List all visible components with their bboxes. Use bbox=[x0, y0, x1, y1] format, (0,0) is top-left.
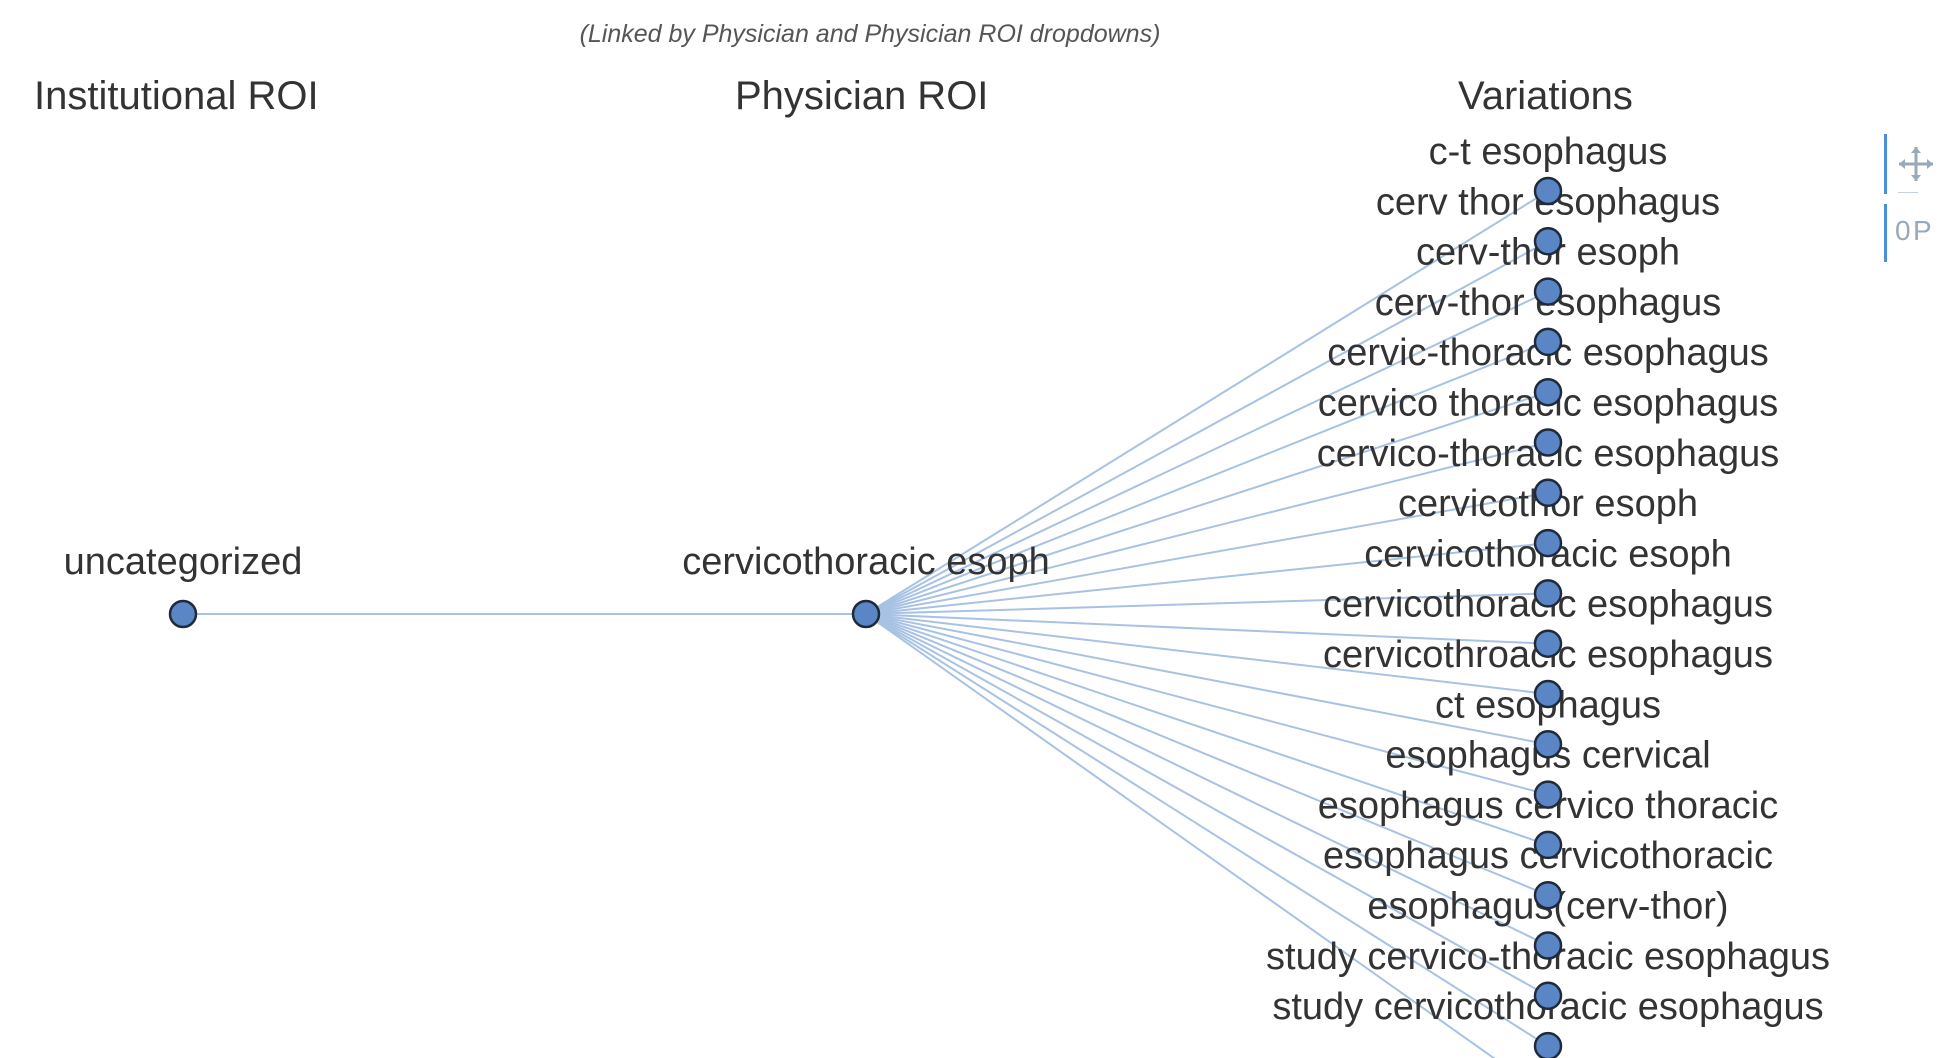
edge-variation bbox=[865, 391, 1549, 615]
variation-node[interactable] bbox=[1533, 579, 1563, 608]
svg-text:0: 0 bbox=[1895, 215, 1911, 246]
edge-variation bbox=[865, 613, 1496, 1058]
edge-variation bbox=[865, 613, 1549, 997]
edge-variation bbox=[865, 240, 1549, 615]
variation-node[interactable] bbox=[1533, 981, 1563, 1011]
variation-node[interactable] bbox=[1533, 830, 1563, 860]
edge-variation bbox=[865, 491, 1549, 615]
edge-variation bbox=[865, 613, 1549, 796]
physician-roi-node[interactable] bbox=[851, 599, 881, 629]
edge-variation bbox=[865, 441, 1549, 615]
header-physician-roi: Physician ROI bbox=[735, 74, 989, 118]
variation-node[interactable] bbox=[1533, 176, 1563, 206]
variation-node[interactable] bbox=[1533, 327, 1563, 357]
edge-variation bbox=[865, 340, 1549, 615]
edge-variation bbox=[865, 613, 1549, 947]
diagram-subtitle: (Linked by Physician and Physician ROI d… bbox=[579, 20, 1161, 48]
header-variations: Variations bbox=[1458, 74, 1633, 118]
institutional-roi-node[interactable] bbox=[168, 599, 198, 629]
variation-node[interactable] bbox=[1533, 780, 1563, 809]
header-institutional-roi: Institutional ROI bbox=[34, 74, 319, 118]
variation-node[interactable] bbox=[1533, 428, 1563, 457]
edge-layer bbox=[183, 190, 1549, 1058]
edge-variation bbox=[865, 542, 1549, 615]
variation-node[interactable] bbox=[1533, 277, 1563, 306]
variation-node[interactable] bbox=[1533, 931, 1563, 960]
edge-variation bbox=[865, 592, 1549, 615]
edge-variation bbox=[865, 613, 1549, 846]
toolbar-separator bbox=[1898, 192, 1918, 193]
node-layer bbox=[168, 176, 1563, 1058]
variation-node[interactable] bbox=[1533, 377, 1563, 407]
edge-variation bbox=[865, 190, 1549, 615]
variation-label: c-t esophagus bbox=[1429, 131, 1668, 173]
variation-node[interactable] bbox=[1533, 528, 1563, 558]
label-layer: uncategorized cervicothoracic esoph c-t es… bbox=[64, 131, 1830, 1028]
variation-node[interactable] bbox=[1533, 1031, 1563, 1058]
svg-text:P: P bbox=[1913, 215, 1932, 246]
edge-variation bbox=[865, 613, 1549, 645]
move-icon[interactable] bbox=[1894, 142, 1938, 186]
edge-variation bbox=[865, 290, 1549, 615]
variation-node[interactable] bbox=[1533, 730, 1563, 759]
variation-node[interactable] bbox=[1533, 478, 1563, 508]
institutional-roi-label: uncategorized bbox=[64, 541, 303, 583]
toolbar-accent-bar bbox=[1884, 134, 1887, 194]
edge-variation bbox=[865, 613, 1549, 695]
edge-variation bbox=[865, 613, 1549, 746]
tap-select-icon[interactable]: 0 P bbox=[1894, 208, 1938, 252]
plot-toolbar: 0 P bbox=[1884, 134, 1944, 264]
edge-variation bbox=[865, 613, 1549, 1047]
variation-node[interactable] bbox=[1533, 679, 1563, 709]
physician-roi-label: cervicothoracic esoph bbox=[682, 541, 1050, 583]
toolbar-accent-bar bbox=[1884, 204, 1887, 262]
edge-variation bbox=[865, 613, 1549, 897]
variation-node[interactable] bbox=[1533, 629, 1563, 658]
variation-node[interactable] bbox=[1533, 227, 1563, 256]
variation-node[interactable] bbox=[1533, 880, 1563, 910]
